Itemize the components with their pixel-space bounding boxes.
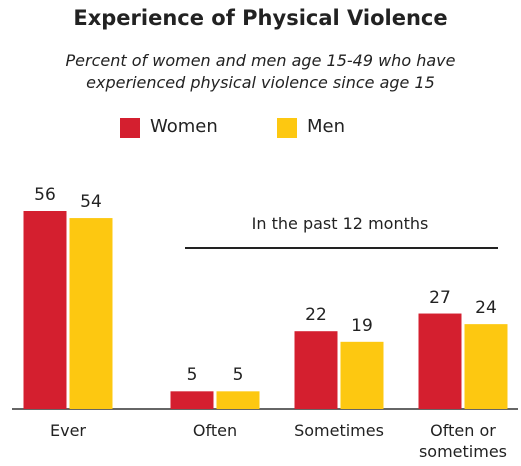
chart-title: Experience of Physical Violence [73, 6, 448, 30]
bar [340, 341, 384, 409]
data-label: 22 [305, 305, 327, 326]
data-label: 27 [429, 287, 451, 308]
data-label: 56 [34, 185, 56, 205]
annotation: In the past 12 months [251, 214, 429, 233]
data-label: 5 [186, 365, 198, 386]
data-label: 19 [351, 315, 373, 336]
legend-label: Men [307, 116, 346, 137]
bar [69, 218, 113, 409]
bar [294, 331, 338, 409]
data-label: 54 [80, 192, 102, 213]
x-tick-label: Ever [50, 421, 86, 440]
bar [170, 391, 214, 409]
x-tick-label: Often [192, 421, 238, 440]
data-label: 24 [475, 298, 497, 319]
bar [23, 211, 67, 409]
chart-subtitle: Percent of women and men age 15-49 who h… [65, 51, 456, 92]
x-tick-label: Sometimes [294, 421, 384, 440]
data-label: 5 [232, 365, 244, 386]
bar [216, 391, 260, 409]
legend-swatch [120, 118, 140, 138]
x-tick-label: Often or sometimes [418, 421, 508, 461]
bar [418, 313, 462, 409]
legend-label: Women [150, 116, 218, 137]
legend-swatch [277, 118, 297, 138]
bar [464, 324, 508, 409]
